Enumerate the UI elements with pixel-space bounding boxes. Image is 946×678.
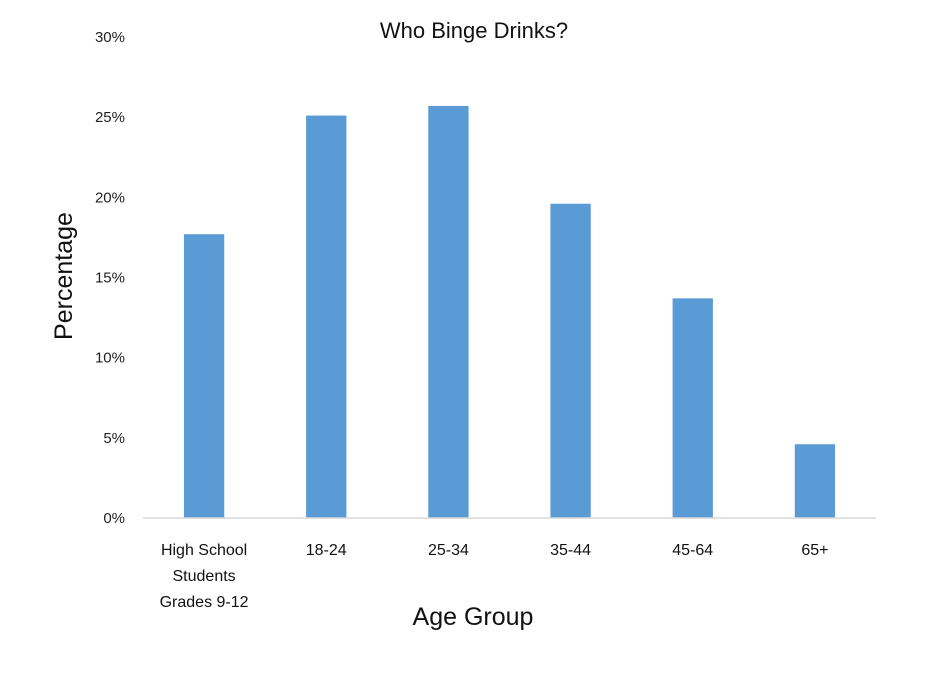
y-tick-label: 30% xyxy=(95,29,125,46)
bar xyxy=(183,234,225,518)
y-tick-label: 5% xyxy=(103,430,125,447)
x-tick-label: 35-44 xyxy=(550,542,591,559)
x-tick-label-line: 35-44 xyxy=(550,542,591,559)
y-tick-label: 0% xyxy=(103,510,125,527)
bar xyxy=(794,444,836,518)
bar xyxy=(428,105,469,519)
y-tick-label: 15% xyxy=(95,270,125,287)
x-tick-label-line: 18-24 xyxy=(306,542,347,559)
x-tick-label-line: 45-64 xyxy=(672,542,713,559)
x-tick-label-line: 25-34 xyxy=(428,542,469,559)
x-axis-title: Age Group xyxy=(413,603,534,631)
x-tick-label: High School Students Grades 9-12 xyxy=(160,542,249,611)
y-axis-title: Percentage xyxy=(50,212,78,340)
y-axis-ticks: 0% 5% 10% 15% 20% 25% 30% xyxy=(95,29,125,527)
x-tick-label-line: 65+ xyxy=(801,542,828,559)
bar xyxy=(306,115,347,519)
x-tick-label-line: Grades 9-12 xyxy=(160,594,249,611)
x-tick-label: 45-64 xyxy=(672,542,713,559)
x-axis-labels: High School Students Grades 9-12 18-24 25-34… xyxy=(160,542,829,611)
x-tick-label-line: High School xyxy=(161,542,247,559)
x-tick-label: 25-34 xyxy=(428,542,469,559)
x-tick-label-line: Students xyxy=(173,568,236,585)
x-tick-label: 18-24 xyxy=(306,542,347,559)
y-tick-label: 25% xyxy=(95,109,125,126)
x-tick-label: 65+ xyxy=(801,542,828,559)
bar xyxy=(672,298,713,518)
chart-title: Who Binge Drinks? xyxy=(380,18,568,43)
bars-group xyxy=(183,105,836,519)
y-tick-label: 10% xyxy=(95,350,125,367)
bar xyxy=(550,203,591,518)
y-tick-label: 20% xyxy=(95,189,125,206)
